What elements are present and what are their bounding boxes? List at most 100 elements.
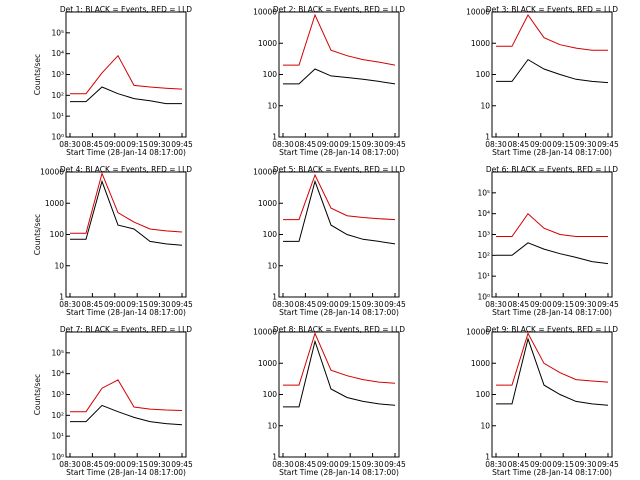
x-tick-label: 08:30 — [272, 140, 294, 149]
y-tick-label: 10000 — [40, 168, 64, 177]
x-tick-label: 09:00 — [530, 460, 552, 469]
series-line-lld — [496, 14, 608, 51]
y-tick-label: 10² — [477, 251, 490, 260]
y-tick-label: 10 — [480, 421, 490, 430]
series-line-events — [283, 68, 396, 85]
x-tick-label: 08:45 — [508, 460, 530, 469]
plot-frame — [491, 331, 613, 458]
series-line-lld — [283, 331, 396, 386]
y-tick-label: 1 — [485, 453, 490, 462]
y-tick-label: 10 — [54, 261, 64, 270]
series-line-events — [70, 179, 183, 246]
x-tick-label: 09:15 — [339, 300, 361, 309]
y-tick-label: 100 — [476, 70, 491, 79]
x-axis-label: Start Time (28-Jan-14 08:17:00) — [279, 148, 399, 157]
panel-det-3: Det 3: BLACK = Events, RED = LLD 1 10 100 10… — [466, 5, 619, 157]
y-tick-label: 1000 — [471, 39, 490, 48]
x-tick-label: 09:30 — [575, 140, 597, 149]
y-tick-label: 1000 — [45, 199, 64, 208]
x-tick-label: 09:15 — [126, 300, 148, 309]
panel-det-5: Det 5: BLACK = Events, RED = LLD 1 10 100 10… — [253, 165, 406, 317]
plot-frame — [491, 11, 613, 138]
panel-title: Det 8: BLACK = Events, RED = LLD — [273, 325, 405, 334]
x-tick-label: 09:15 — [339, 460, 361, 469]
series-line-lld — [496, 212, 608, 237]
x-tick-label: 09:45 — [597, 460, 619, 469]
x-tick-label: 08:45 — [82, 140, 104, 149]
plot-frame — [278, 171, 400, 298]
x-tick-label: 08:30 — [272, 300, 294, 309]
y-tick-label: 1000 — [258, 359, 277, 368]
series-line-lld — [283, 173, 396, 221]
x-tick-label: 09:00 — [530, 300, 552, 309]
x-tick-label: 09:15 — [552, 460, 574, 469]
series-line-lld — [70, 171, 183, 234]
y-tick-label: 1 — [272, 453, 277, 462]
series-line-lld — [70, 54, 183, 95]
y-tick-label: 1 — [485, 133, 490, 142]
y-tick-label: 10000 — [466, 328, 490, 337]
panel-det-6: Det 6: BLACK = Events, RED = LLD 10⁰ 10¹ 10… — [477, 165, 619, 317]
panel-det-2: Det 2: BLACK = Events, RED = LLD 1 10 100 10… — [253, 5, 406, 157]
x-tick-label: 09:00 — [104, 140, 126, 149]
y-tick-label: 1000 — [471, 359, 490, 368]
plot-frame — [491, 171, 613, 298]
x-tick-label: 09:30 — [575, 300, 597, 309]
y-tick-label: 1 — [59, 293, 64, 302]
plot-frame — [65, 11, 187, 138]
x-tick-label: 08:45 — [295, 300, 317, 309]
y-tick-label: 10¹ — [51, 432, 64, 441]
y-tick-label: 100 — [476, 390, 491, 399]
x-tick-label: 08:30 — [485, 140, 507, 149]
x-tick-label: 08:45 — [508, 140, 530, 149]
y-axis-label: Counts/sec — [33, 374, 42, 415]
y-tick-label: 10 — [480, 101, 490, 110]
y-tick-label: 10⁴ — [51, 369, 64, 378]
x-tick-label: 08:45 — [82, 300, 104, 309]
x-tick-label: 09:30 — [362, 300, 384, 309]
plot-frame — [65, 331, 187, 458]
y-tick-label: 100 — [50, 230, 65, 239]
y-tick-label: 1000 — [258, 39, 277, 48]
x-tick-label: 09:45 — [171, 140, 193, 149]
y-axis-label: Counts/sec — [33, 214, 42, 255]
x-tick-label: 09:30 — [149, 140, 171, 149]
panel-title: Det 9: BLACK = Events, RED = LLD — [486, 325, 618, 334]
series-line-events — [70, 86, 182, 105]
panel-title: Det 2: BLACK = Events, RED = LLD — [273, 5, 405, 14]
y-tick-label: 10 — [267, 101, 277, 110]
panel-title: Det 4: BLACK = Events, RED = LLD — [60, 165, 192, 174]
x-axis-label: Start Time (28-Jan-14 08:17:00) — [492, 468, 612, 477]
x-axis-label: Start Time (28-Jan-14 08:17:00) — [492, 148, 612, 157]
x-tick-label: 08:30 — [485, 460, 507, 469]
y-tick-label: 1 — [272, 293, 277, 302]
y-tick-label: 10000 — [466, 8, 490, 17]
x-tick-label: 09:30 — [149, 300, 171, 309]
y-tick-label: 10³ — [51, 390, 64, 399]
x-tick-label: 09:30 — [149, 460, 171, 469]
y-tick-label: 10000 — [253, 328, 277, 337]
x-tick-label: 09:45 — [171, 300, 193, 309]
series-line-lld — [283, 13, 396, 66]
x-tick-label: 09:00 — [317, 300, 339, 309]
y-tick-label: 100 — [263, 70, 278, 79]
series-line-events — [283, 179, 396, 245]
x-tick-label: 08:30 — [59, 300, 81, 309]
y-tick-label: 10³ — [51, 70, 64, 79]
plot-frame — [65, 171, 187, 298]
y-tick-label: 100 — [263, 230, 278, 239]
y-tick-label: 10 — [267, 261, 277, 270]
panel-det-1: Det 1: BLACK = Events, RED = LLD 10⁰ 10¹ 10… — [33, 5, 193, 157]
x-tick-label: 09:30 — [362, 460, 384, 469]
x-tick-label: 09:45 — [384, 300, 406, 309]
x-tick-label: 09:00 — [104, 300, 126, 309]
x-tick-label: 09:15 — [552, 300, 574, 309]
x-axis-label: Start Time (28-Jan-14 08:17:00) — [279, 468, 399, 477]
panel-det-9: Det 9: BLACK = Events, RED = LLD 1 10 100 10… — [466, 325, 619, 477]
y-tick-label: 10⁰ — [51, 133, 64, 142]
y-tick-label: 10³ — [477, 230, 490, 239]
x-tick-label: 08:30 — [485, 300, 507, 309]
x-tick-label: 08:45 — [508, 300, 530, 309]
panel-title: Det 6: BLACK = Events, RED = LLD — [486, 165, 618, 174]
